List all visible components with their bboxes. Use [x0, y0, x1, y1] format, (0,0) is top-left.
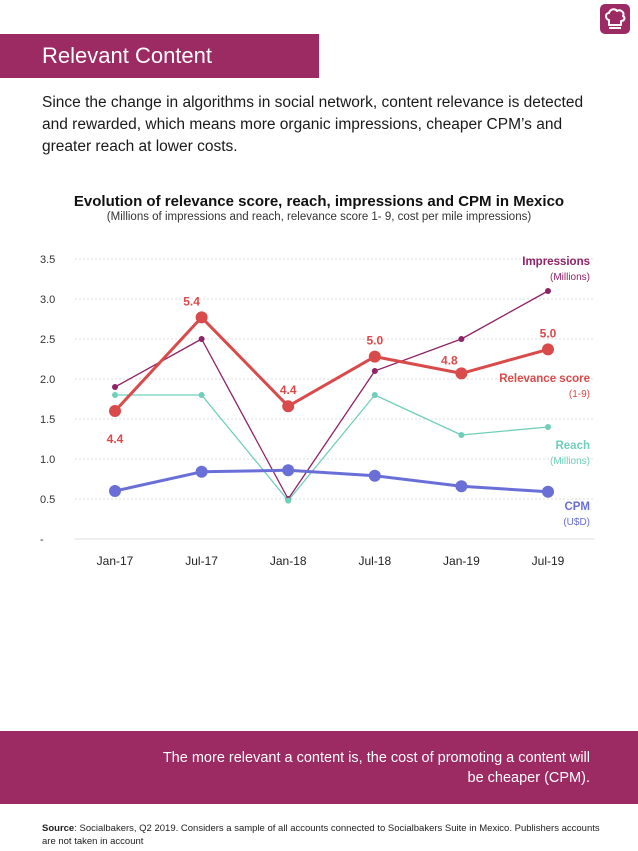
y-tick-label: 2.0 — [40, 374, 55, 386]
data-point — [371, 368, 378, 374]
data-label: 4.4 — [280, 383, 297, 397]
data-point — [542, 343, 554, 356]
data-point — [282, 464, 295, 477]
data-label: 5.4 — [183, 294, 200, 308]
source-label: Source — [42, 823, 75, 834]
legend-unit: (Millions) — [550, 456, 590, 467]
chart-title: Evolution of relevance score, reach, imp… — [73, 193, 565, 210]
legend-unit: (Millions) — [550, 272, 590, 283]
data-point — [198, 392, 205, 398]
data-point — [371, 392, 378, 398]
series-line-relevance-score — [113, 315, 549, 413]
data-label: 4.8 — [441, 353, 458, 367]
legend-unit: (1-9) — [569, 389, 590, 400]
footer-message: The more relevant a content is, the cost… — [162, 750, 590, 786]
data-point — [368, 350, 381, 363]
data-point — [109, 405, 121, 417]
series-line-cpm — [114, 468, 549, 494]
data-point — [458, 432, 465, 438]
data-point — [282, 400, 295, 413]
chef-hat-logo-icon — [600, 4, 630, 34]
data-point — [195, 311, 208, 324]
y-tick-label: 1.0 — [40, 454, 55, 466]
x-tick-label: Jul-18 — [358, 554, 391, 568]
legend-unit: (U$D) — [563, 517, 590, 528]
data-point — [455, 480, 468, 493]
data-point — [542, 485, 554, 498]
data-point — [112, 392, 118, 398]
source-note: Source: Socialbakers, Q2 2019. Considers… — [42, 822, 602, 848]
series-line-impressions — [114, 290, 549, 500]
x-tick-label: Jan-18 — [270, 554, 307, 568]
data-point — [112, 384, 118, 390]
legend-label: Impressions — [522, 256, 590, 268]
x-tick-label: Jan-19 — [443, 554, 480, 568]
x-tick-label: Jul-17 — [185, 554, 218, 568]
data-point — [285, 497, 292, 504]
data-point — [545, 288, 551, 294]
series-line-reach — [115, 394, 549, 502]
y-tick-label: 3.5 — [40, 254, 55, 266]
y-tick-label: 2.5 — [40, 334, 55, 346]
line-chart: - 0.5 1.0 1.5 2.0 2.5 3.0 3.5 Jan-17 Jul-17 Jan-18… — [40, 254, 595, 568]
header-bar: Relevant Content — [0, 34, 319, 78]
chart-subtitle: (Millions of impressions and reach, rele… — [106, 211, 532, 223]
source-text: : Socialbakers, Q2 2019. Considers a sam… — [42, 823, 600, 847]
footer-band: The more relevant a content is, the cost… — [0, 731, 638, 804]
data-label: 5.0 — [540, 326, 557, 340]
data-point — [198, 336, 205, 342]
legend-label: CPM — [564, 501, 590, 513]
data-label: 5.0 — [366, 334, 383, 348]
x-tick-label: Jan-17 — [97, 554, 134, 568]
data-point — [368, 469, 381, 482]
data-point — [545, 424, 551, 430]
y-tick-label: 3.0 — [40, 294, 55, 306]
data-point — [109, 485, 121, 497]
x-tick-label: Jul-19 — [532, 554, 565, 568]
y-tick-label: 0.5 — [40, 494, 55, 506]
y-tick-label: 1.5 — [40, 414, 55, 426]
data-point — [195, 465, 208, 478]
page-title: Relevant Content — [42, 43, 212, 68]
data-point — [458, 336, 465, 342]
data-label: 4.4 — [107, 432, 124, 446]
legend-label: Relevance score — [499, 373, 590, 385]
intro-paragraph: Since the change in algorithms in social… — [42, 94, 584, 155]
data-point — [455, 367, 468, 380]
legend-label: Reach — [555, 440, 590, 452]
y-tick-label: - — [40, 534, 44, 546]
